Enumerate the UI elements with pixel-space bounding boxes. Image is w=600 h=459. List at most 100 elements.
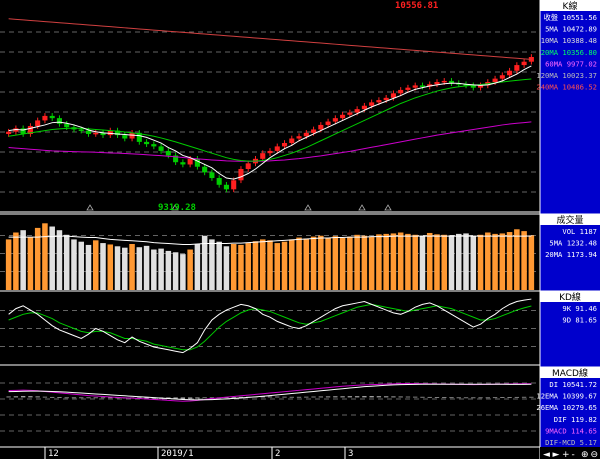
macd-histogram-bar [521, 396, 527, 398]
candle-body [514, 65, 520, 71]
toolbar-button-3[interactable]: - [572, 450, 575, 459]
indicator-readout-price-2: 10MA 10388.48 [541, 36, 597, 45]
macd-histogram-bar [492, 397, 498, 399]
macd-histogram-bar [42, 396, 48, 398]
volume-bar [368, 236, 375, 290]
candle-body [194, 158, 200, 167]
volume-bar [13, 232, 19, 290]
macd-histogram-bar [100, 397, 106, 399]
indicator-readout-macd-1: 12EMA 10399.67 [536, 392, 597, 401]
macd-histogram-bar [50, 396, 55, 398]
indicator-readout-volume-1: 5MA 1232.48 [549, 239, 597, 248]
indicator-readout-macd-4: 9MACD 114.65 [545, 426, 597, 435]
volume-bar [281, 241, 288, 290]
candle-body [187, 158, 193, 165]
candle-body [114, 130, 121, 136]
volume-bar [34, 227, 41, 290]
side-panel-background [540, 0, 600, 459]
volume-bar [172, 252, 179, 290]
candle-body [85, 130, 92, 134]
candle-body [318, 124, 324, 130]
macd-histogram-bar [391, 396, 396, 398]
macd-histogram-bar [340, 396, 345, 398]
toolbar-button-0[interactable]: ◄ [543, 450, 550, 459]
panel-title-price: K線 [563, 0, 578, 12]
volume-bar [71, 239, 77, 290]
candle-body [93, 132, 99, 135]
toolbar-button-5[interactable]: ⊖ [591, 450, 599, 459]
low-price-label: 9319.28 [158, 203, 196, 213]
macd-histogram-bar [398, 396, 403, 398]
volume-bar [354, 234, 360, 290]
volume-bar [325, 237, 331, 290]
volume-bar [412, 234, 418, 290]
candle-body [202, 166, 208, 173]
volume-bar [180, 254, 186, 290]
candle-body [238, 168, 244, 181]
candle-body [260, 153, 266, 159]
candle-body [173, 155, 179, 163]
macd-histogram-bar [296, 396, 302, 398]
x-tick-label: 2 [275, 449, 280, 459]
candle-body [412, 85, 418, 88]
volume-bar [165, 250, 172, 290]
ma20-line [8, 78, 532, 162]
panel-title-bar [540, 367, 600, 378]
candle-body [325, 121, 331, 125]
volume-bar [521, 231, 527, 290]
macd-histogram-bar [442, 397, 447, 398]
volume-bar [56, 230, 63, 290]
candle-body [42, 115, 48, 121]
macd-histogram-bar [304, 396, 309, 398]
volume-bar [485, 232, 491, 290]
toolbar-button-2[interactable]: + [562, 450, 570, 459]
volume-bar [216, 241, 222, 290]
zoom-toolbar[interactable]: ◄ ► + - ⊕ ⊖ [540, 447, 600, 459]
macd-histogram-bar [79, 397, 84, 399]
macd-histogram-bar [507, 397, 512, 398]
candle-body [151, 144, 157, 147]
candle-body [64, 123, 70, 128]
candle-body [281, 143, 288, 147]
candle-body [463, 84, 469, 86]
volume-bar [499, 233, 506, 290]
macd-histogram-bar [57, 397, 62, 398]
macd-histogram-bar [449, 397, 454, 399]
volume-bar [209, 239, 215, 290]
macd-histogram-bar [275, 396, 280, 398]
volume-bar [332, 236, 339, 290]
macd-histogram-bar [35, 396, 40, 398]
candle-body [434, 82, 440, 85]
volume-bar [63, 234, 70, 290]
candle-body [13, 128, 19, 132]
macd-histogram-bar [514, 396, 520, 398]
macd-histogram-bar [376, 396, 382, 398]
macd-histogram-bar [456, 397, 461, 399]
volume-bar [187, 249, 193, 290]
candle-body [340, 114, 346, 119]
volume-bar [376, 234, 382, 290]
candle-body [49, 115, 55, 119]
macd-histogram-bar [137, 397, 142, 399]
macd-histogram-bar [434, 397, 440, 398]
macd-histogram-bar [405, 396, 411, 398]
volume-bar [448, 235, 455, 290]
volume-bar [42, 223, 48, 290]
toolbar-button-1[interactable]: ► [553, 450, 560, 459]
volume-bar [151, 249, 157, 290]
panel-title-bar [540, 214, 600, 225]
volume-bar [136, 247, 143, 290]
volume-bar [122, 247, 128, 290]
candle-body [361, 105, 367, 110]
candle-body [441, 80, 447, 83]
volume-bar [107, 244, 114, 290]
volume-bar [85, 244, 92, 290]
toolbar-button-4[interactable]: ⊕ [581, 450, 589, 459]
volume-bar [129, 244, 135, 290]
macd-histogram-bar [347, 396, 353, 398]
plot-layer [0, 18, 540, 448]
macd-histogram-bar [362, 396, 367, 398]
macd-histogram-bar [333, 396, 338, 398]
indicator-readout-macd-3: DIF 119.82 [554, 415, 597, 424]
macd-histogram-bar [20, 396, 26, 398]
